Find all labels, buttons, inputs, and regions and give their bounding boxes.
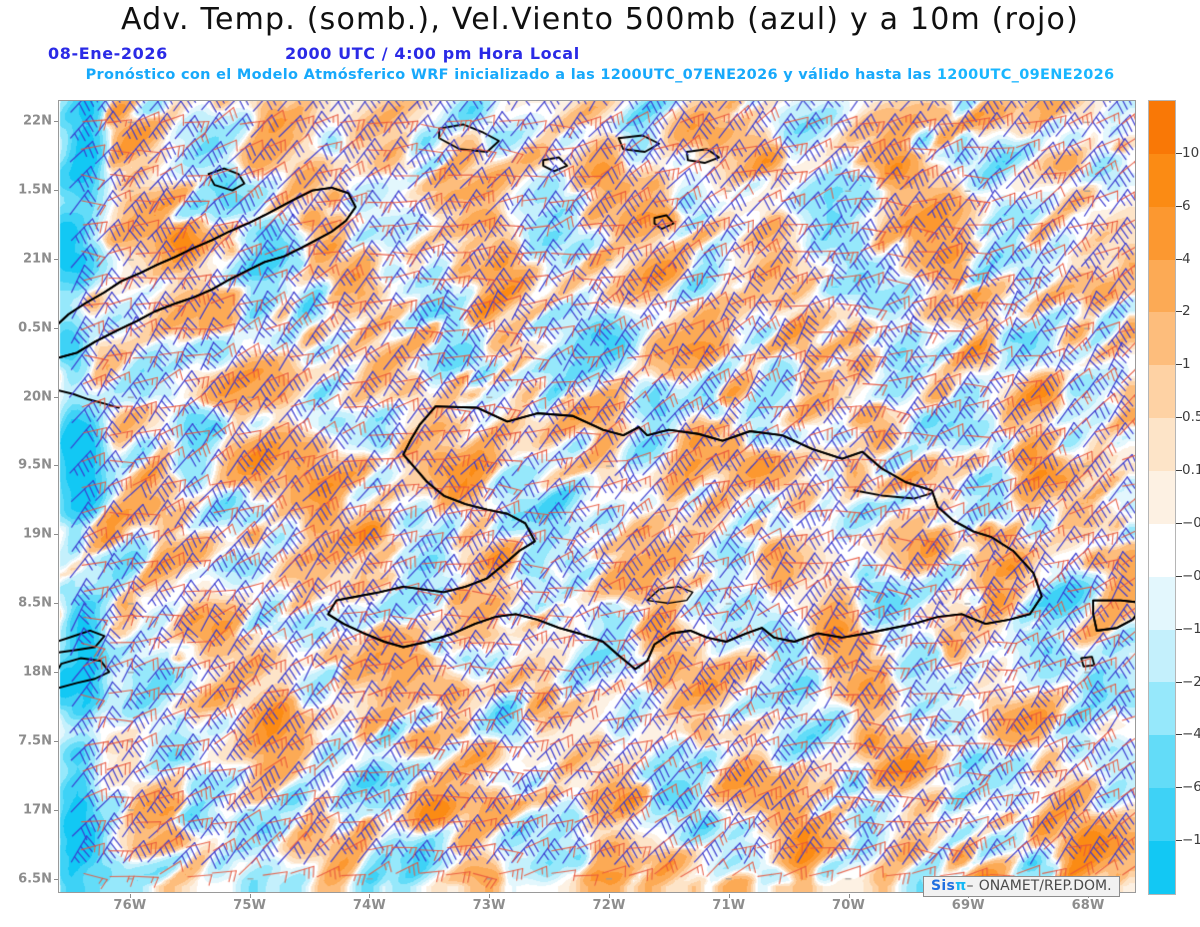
colorbar-tick-mark (1176, 417, 1182, 419)
colorbar-tick-label: −2 (1182, 673, 1200, 690)
colorbar-band (1149, 576, 1175, 630)
latitude-tick-label: 17N (23, 802, 52, 818)
colorbar-band (1149, 418, 1175, 472)
model-description: Pronóstico con el Modelo Atmósferico WRF… (0, 67, 1200, 83)
latitude-tick-label: 8.5N (18, 595, 52, 611)
colorbar-tick-mark (1176, 522, 1182, 524)
forecast-date: 08-Ene-2026 (48, 44, 168, 63)
brand-suffix: π (955, 878, 967, 894)
colorbar-tick-mark (1176, 258, 1182, 260)
title-block: Adv. Temp. (somb.), Vel.Viento 500mb (az… (0, 0, 1200, 92)
colorbar-tick-mark (1176, 470, 1182, 472)
latitude-tick-label: 20N (23, 389, 52, 404)
attribution-badge: Sisπ– ONAMET/REP.DOM. (923, 876, 1120, 897)
latitude-tick-label: 0.5N (18, 320, 52, 336)
colorbar-band (1149, 259, 1175, 313)
colorbar-band (1149, 101, 1175, 154)
latitude-tick-mark (54, 189, 58, 191)
attribution-organization: ONAMET/REP.DOM. (978, 878, 1112, 894)
longitude-tick-label: 71W (712, 898, 746, 913)
longitude-tick-label: 76W (113, 898, 147, 913)
colorbar-band (1149, 682, 1175, 736)
longitude-tick-mark (728, 894, 730, 898)
colorbar-tick-mark (1176, 840, 1182, 842)
colorbar-band (1149, 365, 1175, 419)
latitude-tick-mark (54, 465, 58, 467)
colorbar-band (1149, 312, 1175, 366)
longitude-tick-label: 69W (951, 898, 985, 913)
colorbar-band (1149, 841, 1175, 894)
latitude-tick-label: 22N (23, 113, 52, 129)
longitude-tick-label: 73W (472, 898, 506, 913)
colorbar (1148, 100, 1176, 895)
longitude-tick-mark (249, 894, 251, 898)
colorbar-tick-mark (1176, 575, 1182, 577)
colorbar-tick-label: 4 (1182, 250, 1191, 267)
colorbar-band (1149, 471, 1175, 524)
latitude-tick-mark (54, 603, 58, 605)
brand-prefix: Sis (931, 878, 956, 894)
latitude-tick-label: 6.5N (18, 871, 52, 887)
colorbar-tick-mark (1176, 681, 1182, 683)
longitude-tick-label: 75W (233, 898, 267, 913)
map-canvas[interactable] (59, 101, 1135, 892)
forecast-time: 2000 UTC / 4:00 pm Hora Local (285, 44, 580, 63)
longitude-tick-label: 72W (592, 898, 626, 913)
latitude-tick-mark (54, 258, 58, 260)
colorbar-tick-mark (1176, 787, 1182, 789)
weather-map-plot[interactable] (58, 100, 1136, 893)
colorbar-tick-label: −4 (1182, 726, 1200, 743)
colorbar-tick-label: 10 (1182, 144, 1200, 161)
latitude-tick-mark (54, 396, 58, 398)
latitude-tick-mark (54, 327, 58, 329)
colorbar-tick-mark (1176, 364, 1182, 366)
attribution-separator: – (966, 878, 974, 894)
latitude-tick-mark (54, 672, 58, 674)
longitude-tick-label: 74W (352, 898, 386, 913)
colorbar-tick-label: −1 (1182, 620, 1200, 637)
model-description-text: Pronóstico con el Modelo Atmósferico WRF… (85, 67, 932, 83)
colorbar-band (1149, 735, 1175, 789)
longitude-tick-mark (369, 894, 371, 898)
latitude-tick-label: 1.5N (18, 182, 52, 198)
latitude-tick-mark (54, 741, 58, 743)
colorbar-tick-label: −10 (1182, 832, 1200, 849)
longitude-tick-mark (608, 894, 610, 898)
colorbar-tick-mark (1176, 152, 1182, 154)
colorbar-tick-label: 2 (1182, 303, 1191, 320)
longitude-tick-mark (489, 894, 491, 898)
colorbar-band (1149, 788, 1175, 842)
colorbar-tick-label: 0.5 (1182, 409, 1200, 426)
valid-until-text: 1200UTC_09ENE2026 (936, 67, 1115, 83)
colorbar-band (1149, 206, 1175, 260)
latitude-tick-mark (54, 810, 58, 812)
colorbar-tick-label: −6 (1182, 779, 1200, 796)
latitude-tick-label: 19N (23, 526, 52, 542)
colorbar-tick-label: −0.5 (1182, 567, 1200, 584)
latitude-tick-label: 18N (23, 664, 52, 680)
latitude-tick-label: 21N (23, 251, 52, 267)
latitude-tick-mark (54, 879, 58, 881)
colorbar-band (1149, 153, 1175, 207)
colorbar-tick-mark (1176, 734, 1182, 736)
longitude-tick-label: 70W (832, 898, 866, 913)
latitude-tick-mark (54, 120, 58, 122)
colorbar-tick-mark (1176, 628, 1182, 630)
page-title: Adv. Temp. (somb.), Vel.Viento 500mb (az… (120, 2, 1080, 37)
colorbar-tick-label: 0.1 (1182, 462, 1200, 479)
longitude-tick-mark (848, 894, 850, 898)
longitude-tick-mark (129, 894, 131, 898)
colorbar-band (1149, 629, 1175, 683)
latitude-tick-mark (54, 534, 58, 536)
subtitle-row: 08-Ene-2026 2000 UTC / 4:00 pm Hora Loca… (0, 44, 1200, 66)
colorbar-band (1149, 523, 1175, 577)
longitude-tick-label: 68W (1071, 898, 1105, 913)
latitude-tick-label: 9.5N (18, 457, 52, 473)
latitude-tick-label: 7.5N (18, 733, 52, 749)
colorbar-tick-mark (1176, 311, 1182, 313)
colorbar-tick-label: −0.1 (1182, 514, 1200, 531)
colorbar-tick-label: 6 (1182, 197, 1191, 214)
colorbar-tick-label: 1 (1182, 356, 1191, 373)
colorbar-tick-mark (1176, 205, 1182, 207)
